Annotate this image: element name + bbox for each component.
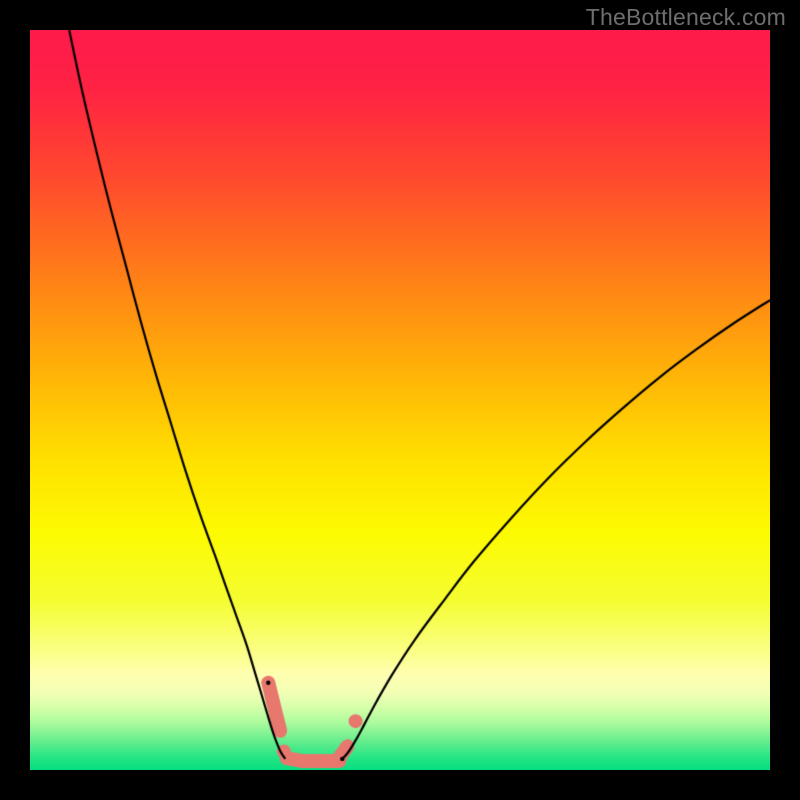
watermark-text: TheBottleneck.com [586,4,786,31]
